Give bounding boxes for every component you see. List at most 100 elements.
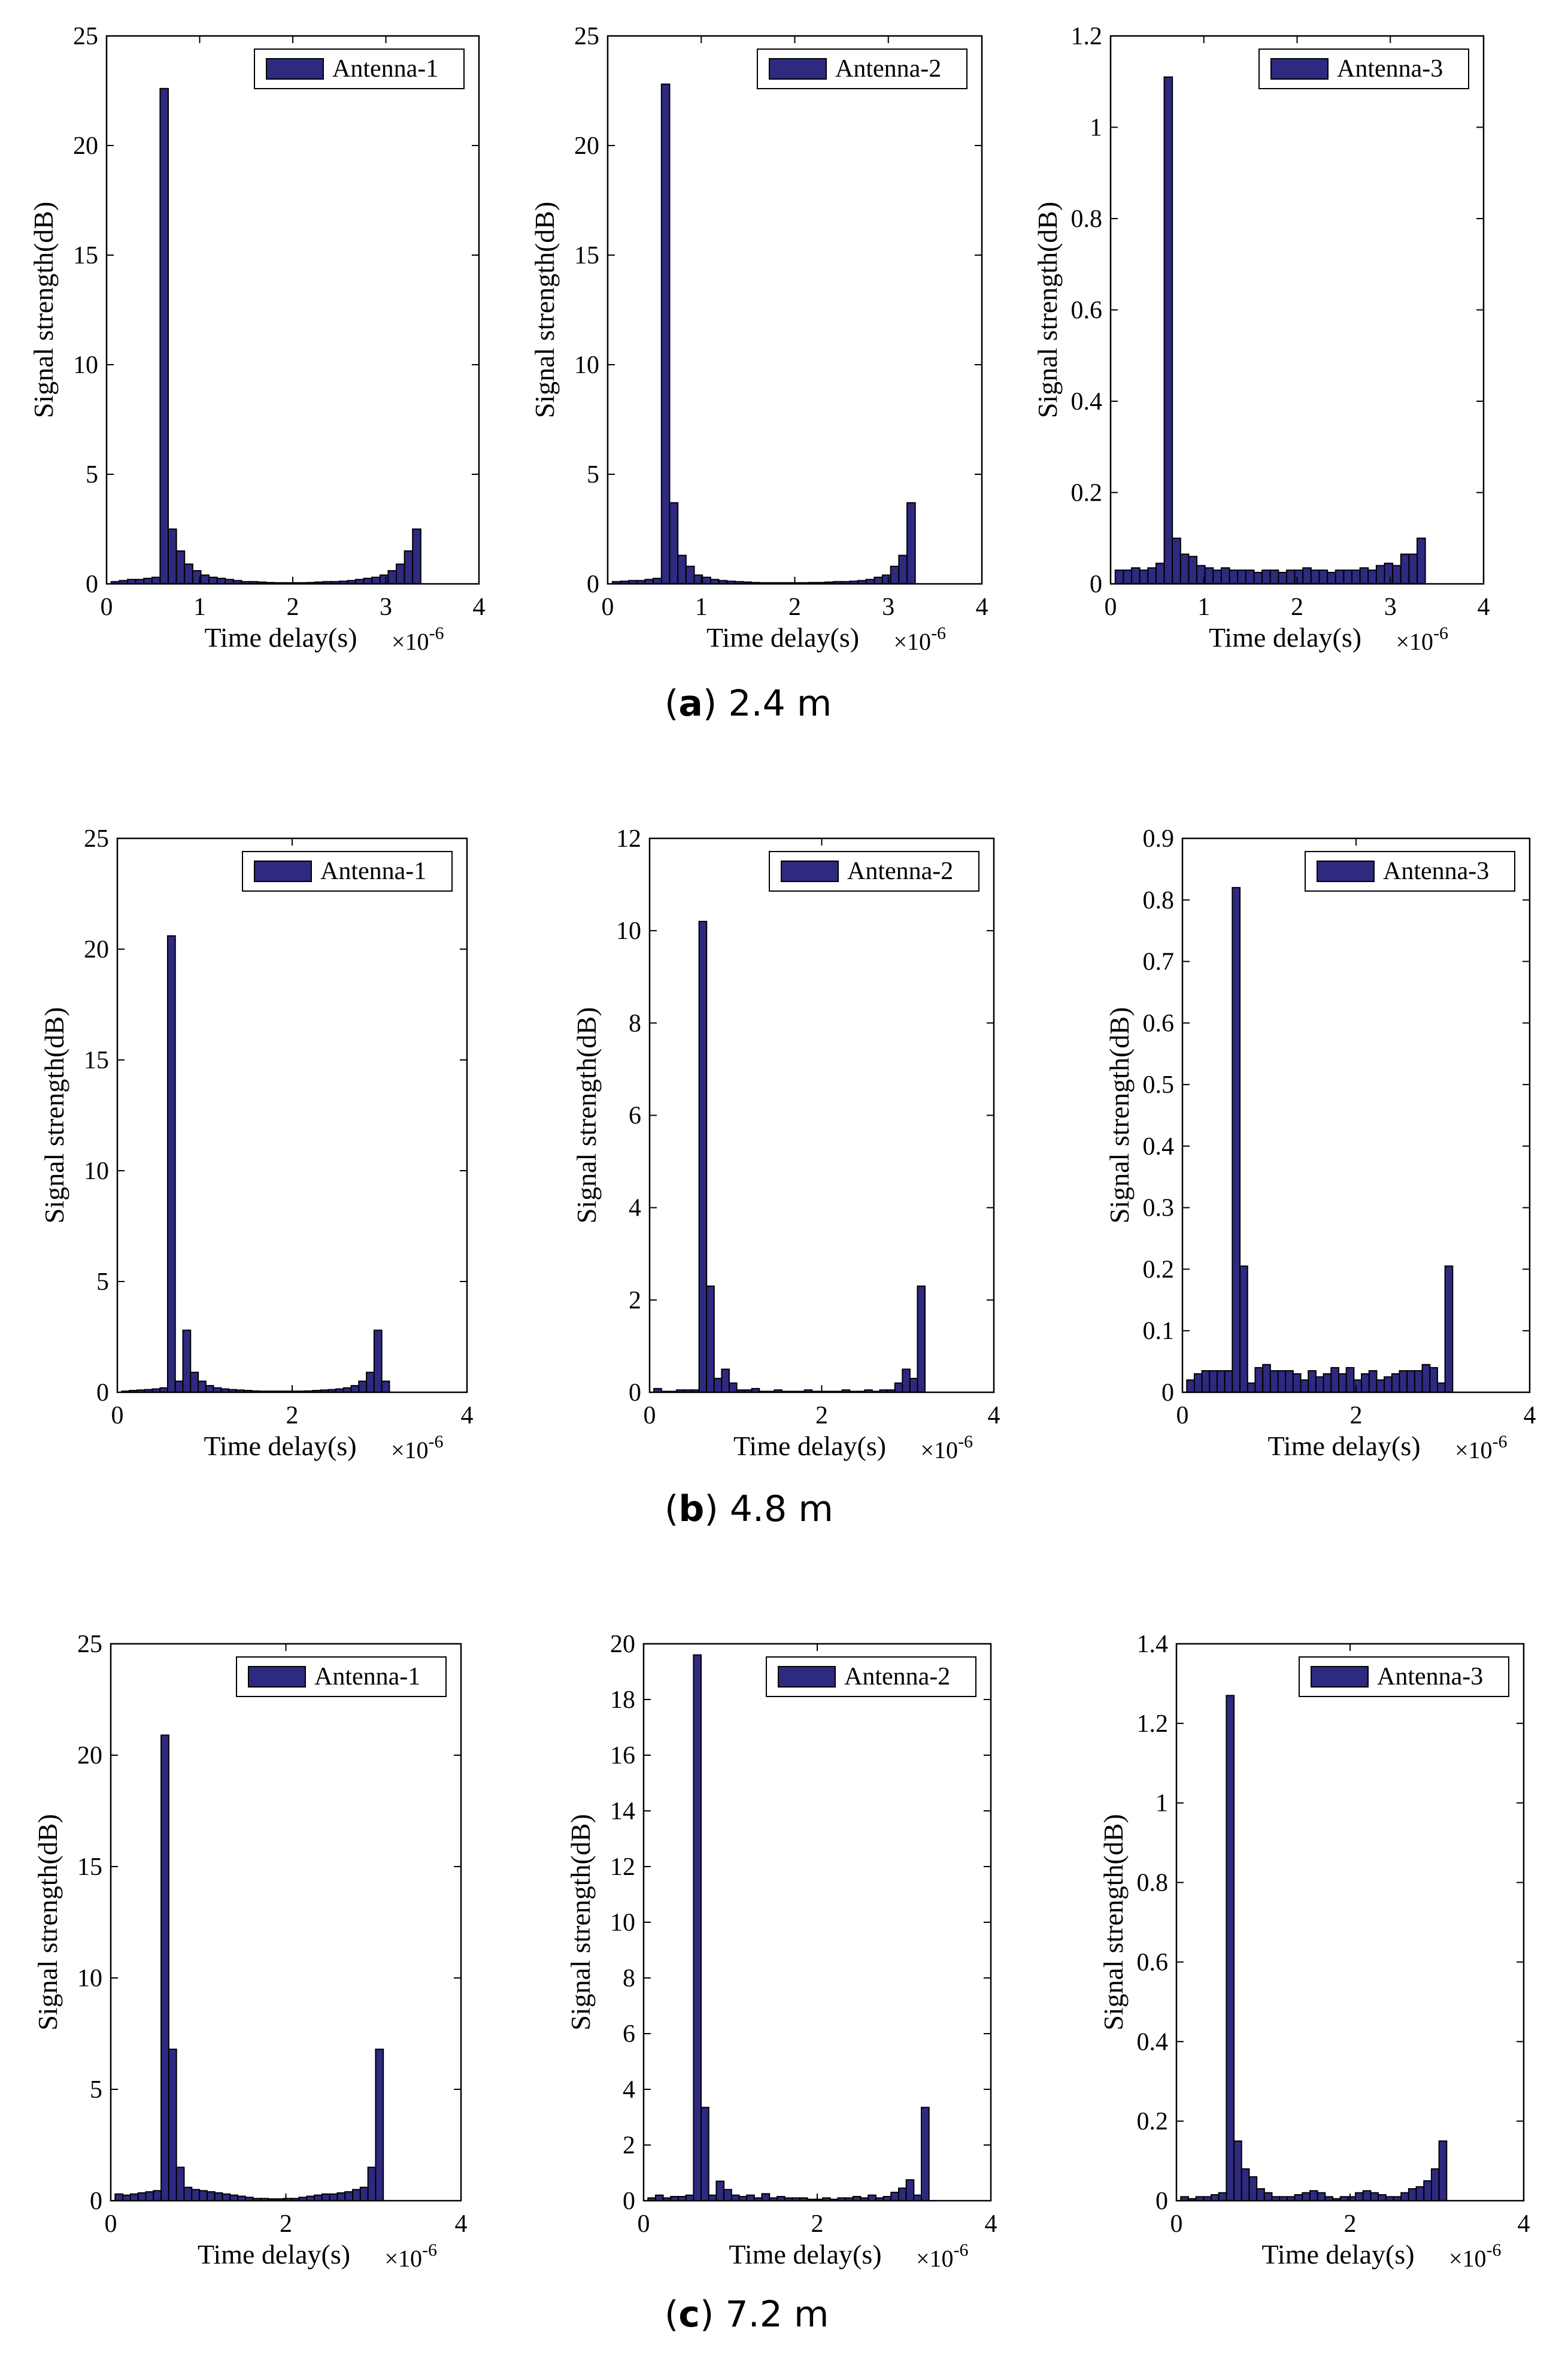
chart-panel-b3: 0 0.1 0.2 0.3 0.4 0.5 0.6 0.7 0.8 0.9 0 2 4 Time dela… (1104, 825, 1536, 1464)
y-axis-label: Signal strength(dB) (39, 1007, 69, 1224)
bar (1355, 2192, 1364, 2201)
bar (721, 1368, 730, 1393)
bar (677, 555, 687, 584)
y-tick-label: 1 (1155, 1790, 1168, 1817)
x-axis-label: Time delay(s) (1261, 2239, 1414, 2270)
y-tick-label: 0.7 (1143, 949, 1175, 976)
bar (1285, 1370, 1294, 1393)
y-tick-label: 0.4 (1143, 1133, 1175, 1161)
y-tick-label: 15 (84, 1047, 109, 1074)
bar (1226, 1695, 1235, 2202)
y-tick-label: 4 (623, 2076, 635, 2104)
bar (1399, 1370, 1408, 1393)
y-axis-label: Signal strength(dB) (32, 1814, 63, 2031)
caption-a-text: 2.4 m (728, 683, 832, 725)
bar (1193, 1373, 1203, 1393)
bar (175, 550, 186, 584)
y-tick-label: 0.5 (1143, 1071, 1175, 1099)
bar (1232, 887, 1241, 1393)
bar (1436, 1382, 1446, 1393)
bar (199, 2190, 208, 2202)
bar (890, 565, 900, 584)
y-tick-label: 0.2 (1143, 1256, 1175, 1283)
legend-swatch (254, 861, 312, 882)
y-tick-label: 6 (629, 1102, 641, 1130)
x-axis-exponent-base: ×10 (916, 2245, 954, 2272)
bar (713, 1377, 723, 1393)
bar (1391, 1373, 1400, 1393)
bar (129, 2193, 139, 2202)
bar (909, 1377, 918, 1393)
y-tick-label: 10 (616, 917, 641, 945)
bar (669, 502, 679, 585)
bar (1263, 2192, 1273, 2201)
bar (1414, 1370, 1423, 1393)
x-axis-exponent-power: -6 (1493, 1432, 1508, 1452)
bar (1400, 2192, 1409, 2201)
x-axis-exponent: ×10-6 (1455, 1432, 1508, 1464)
x-axis-exponent-power: -6 (954, 2240, 969, 2260)
y-tick-label: 0.6 (1137, 1949, 1169, 1976)
x-axis-label: Time delay(s) (1209, 622, 1361, 653)
bar (367, 2167, 377, 2201)
x-tick-label: 4 (976, 593, 988, 621)
legend-label: Antenna-1 (332, 55, 438, 83)
bar (214, 2192, 223, 2201)
bar (160, 1734, 169, 2201)
x-tick-label: 2 (1344, 2210, 1357, 2238)
bar (151, 577, 161, 585)
y-tick-label: 4 (629, 1195, 641, 1222)
bar (1218, 2192, 1227, 2201)
bar (1423, 2180, 1432, 2202)
y-tick-label: 20 (73, 132, 98, 160)
bar (182, 1329, 192, 1393)
bar (1327, 571, 1336, 585)
bar (708, 2194, 717, 2201)
bar (1345, 1367, 1355, 1393)
x-tick-label: 2 (287, 593, 299, 621)
x-tick-label: 0 (101, 593, 113, 621)
bar (1163, 76, 1173, 584)
chart-panel-a1: 0 5 10 15 20 25 0 1 2 3 4 Time delay(s) ×10-6 Signal … (28, 23, 486, 655)
bar (166, 935, 176, 1393)
bar (1253, 571, 1263, 585)
x-axis-label: Time delay(s) (706, 622, 859, 653)
bar (700, 2107, 709, 2201)
x-axis-label: Time delay(s) (1267, 1431, 1420, 1461)
bar (1211, 2194, 1220, 2202)
bar (1292, 1373, 1302, 1393)
y-tick-label: 10 (84, 1158, 109, 1185)
bar (1269, 1370, 1279, 1393)
bar (897, 2188, 907, 2202)
x-tick-label: 0 (1170, 2210, 1183, 2238)
bar (314, 2194, 323, 2201)
bar (375, 2049, 384, 2202)
bar (206, 2191, 216, 2202)
bar (1375, 565, 1385, 584)
x-axis-exponent-power: -6 (958, 1432, 973, 1452)
bar (1330, 1367, 1340, 1393)
x-axis-exponent: ×10-6 (894, 623, 947, 655)
bar (1438, 2140, 1448, 2202)
bar (1254, 1367, 1264, 1393)
bar (1217, 1370, 1226, 1393)
legend-swatch (778, 1666, 836, 1688)
y-tick-label: 0.4 (1137, 2028, 1169, 2056)
y-tick-label: 15 (574, 242, 599, 269)
y-tick-label: 0.2 (1137, 2108, 1169, 2135)
caption-b-text: 4.8 m (729, 1488, 833, 1530)
x-axis-exponent: ×10-6 (916, 2240, 969, 2272)
y-axis-label: Signal strength(dB) (571, 1007, 602, 1224)
legend-swatch (1270, 58, 1329, 80)
x-axis-exponent-power: -6 (931, 623, 946, 643)
y-tick-label: 15 (77, 1853, 102, 1881)
x-tick-label: 2 (788, 593, 801, 621)
bar (1302, 2192, 1311, 2201)
bar (122, 2194, 131, 2201)
bar (184, 564, 193, 584)
bar (1220, 567, 1230, 584)
bar (660, 83, 671, 584)
y-axis-label: Signal strength(dB) (1032, 202, 1063, 419)
bar (1408, 2188, 1417, 2202)
bar (1139, 569, 1149, 585)
